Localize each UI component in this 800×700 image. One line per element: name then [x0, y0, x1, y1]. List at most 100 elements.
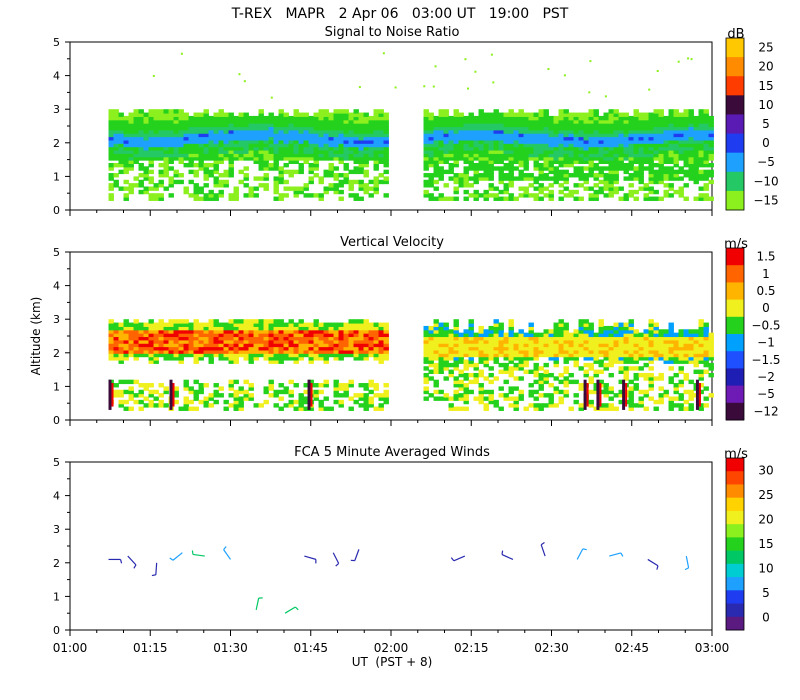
vv-cell — [558, 379, 564, 385]
snr-cell — [428, 115, 434, 121]
colorbar-swatch — [726, 563, 744, 578]
vv-cell — [558, 399, 564, 405]
snr-cell — [198, 112, 204, 117]
snr-cell — [608, 149, 614, 154]
snr-cell — [628, 193, 634, 198]
snr-cell — [618, 156, 624, 161]
snr-cell — [653, 112, 659, 117]
vv-cell — [193, 356, 199, 361]
snr-cell — [373, 159, 379, 164]
vv-cell — [108, 339, 114, 344]
snr-cell — [363, 189, 369, 195]
vv-cell — [528, 393, 534, 398]
x-tick-label: 02:15 — [454, 641, 489, 655]
vv-cell — [463, 332, 469, 338]
snr-cell — [353, 115, 359, 121]
snr-cell — [108, 176, 114, 181]
snr-cell — [478, 115, 484, 121]
snr-cell — [353, 129, 359, 134]
vv-cell — [123, 389, 129, 395]
snr-cell — [678, 146, 684, 151]
vv-cell — [348, 349, 354, 354]
snr-cell — [303, 156, 309, 161]
snr-cell — [148, 146, 154, 151]
snr-cell — [468, 193, 474, 198]
snr-cell — [123, 126, 129, 131]
vv-cell — [643, 376, 649, 381]
snr-cell — [563, 112, 569, 117]
snr-cell — [503, 122, 509, 128]
snr-cell — [563, 122, 569, 128]
snr-cell — [613, 136, 619, 141]
snr-cell — [368, 119, 374, 124]
snr-cell — [243, 173, 249, 178]
vv-cell — [663, 346, 669, 351]
snr-cell — [633, 176, 639, 181]
vv-cell — [113, 356, 119, 361]
vv-cell — [153, 389, 159, 395]
snr-cell — [243, 176, 249, 181]
snr-cell — [493, 186, 499, 191]
vv-cell — [518, 346, 524, 351]
snr-cell — [478, 122, 484, 128]
vv-cell — [143, 403, 149, 408]
vv-cell — [288, 332, 294, 338]
vv-cell — [118, 329, 124, 334]
snr-cell — [338, 152, 344, 158]
vv-cell — [293, 399, 299, 405]
vv-cell — [323, 383, 329, 388]
vv-cell — [568, 336, 574, 341]
vv-cell — [383, 349, 389, 354]
snr-cell — [468, 115, 474, 121]
vv-cell — [648, 342, 654, 348]
vv-cell — [278, 359, 284, 364]
snr-cell — [353, 196, 359, 201]
snr-cell — [628, 162, 634, 168]
snr-cell — [203, 109, 209, 114]
vv-cell — [238, 336, 244, 341]
snr-cell — [443, 196, 449, 201]
snr-cell — [173, 179, 179, 185]
snr-cell — [183, 115, 189, 121]
vv-cell — [693, 332, 699, 338]
vv-cell — [488, 389, 494, 395]
vv-cell — [593, 342, 599, 348]
snr-speck — [492, 81, 495, 84]
snr-cell — [628, 189, 634, 195]
snr-cell — [203, 146, 209, 151]
snr-cell — [318, 156, 324, 161]
vv-cell — [693, 349, 699, 354]
snr-cell — [513, 132, 519, 138]
vv-cell — [648, 359, 654, 364]
snr-cell — [548, 189, 554, 195]
snr-cell — [328, 119, 334, 124]
vv-cell — [318, 389, 324, 395]
vv-cell — [483, 396, 489, 401]
vv-cell — [593, 386, 599, 391]
snr-cell — [578, 136, 584, 141]
vv-cell — [693, 356, 699, 361]
snr-cell — [568, 112, 574, 117]
snr-cell — [373, 152, 379, 158]
vv-cell — [668, 332, 674, 338]
snr-cell — [228, 196, 234, 201]
vv-cell — [378, 346, 384, 351]
vv-cell — [483, 336, 489, 341]
snr-cell — [443, 156, 449, 161]
snr-cell — [578, 176, 584, 181]
wind-barb — [453, 555, 466, 562]
snr-cell — [338, 189, 344, 195]
snr-cell — [213, 129, 219, 134]
vv-cell — [203, 346, 209, 351]
snr-cell — [543, 142, 549, 148]
snr-cell — [338, 146, 344, 151]
wind-barb-flag — [294, 606, 299, 611]
vv-cell — [638, 349, 644, 354]
vv-cell — [443, 346, 449, 351]
vv-cell — [273, 342, 279, 348]
vv-cell — [143, 336, 149, 341]
snr-cell — [343, 166, 349, 171]
snr-cell — [663, 122, 669, 128]
snr-cell — [708, 179, 714, 185]
snr-cell — [533, 129, 539, 134]
